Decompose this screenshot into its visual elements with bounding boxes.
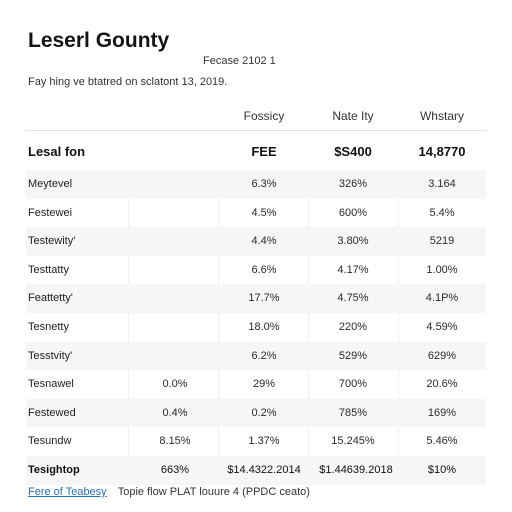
row-whstary: 5.4%: [429, 206, 455, 219]
row-nate-ity: 3.80%: [337, 235, 369, 248]
table-row-total: Tesightop 663% $14.4322.2014 $1.44639.20…: [26, 455, 486, 485]
row-fossicy: 29%: [252, 378, 276, 391]
page-label: Fecase 2102 1: [203, 55, 276, 67]
table-header-nate-ity: Nate Ity: [332, 109, 374, 123]
row-nate-ity: 326%: [338, 178, 368, 190]
row-whstary: 20.6%: [426, 378, 458, 391]
row-fossicy: 4.4%: [251, 235, 277, 248]
row-whstary: 5.46%: [426, 435, 458, 448]
row-label: Festewei: [28, 206, 73, 219]
summary-fossicy: FEE: [251, 144, 277, 159]
table-header-fossicy: Fossicy: [243, 109, 285, 123]
table-row: Tesnetty 18.0% 220% 4.59%: [26, 313, 486, 342]
row-fossicy: 17.7%: [248, 292, 280, 305]
column-divider: [308, 170, 309, 456]
row-whstary: 4.1P%: [425, 292, 459, 305]
row-fossicy: 6.3%: [251, 178, 277, 190]
row-nate-ity: $1.44639.2018: [319, 463, 393, 476]
row-fossicy: 6.6%: [251, 263, 277, 276]
row-fossicy: 4.5%: [251, 206, 277, 219]
footer-note: Topie flow PLAT louure 4 (PPDC ceato): [117, 486, 310, 498]
summary-label: Lesal fon: [28, 144, 86, 159]
row-label: Tesstvity': [28, 349, 73, 362]
row-pre: 663%: [160, 463, 190, 476]
header-divider: [26, 130, 486, 131]
row-fossicy: 1.37%: [248, 435, 280, 448]
table-header-whstary: Whstary: [419, 109, 464, 123]
row-label: Tesnetty: [28, 320, 69, 333]
row-nate-ity: 529%: [338, 349, 368, 362]
table-row: Tesstvity' 6.2% 529% 629%: [26, 341, 486, 371]
row-fossicy: 18.0%: [248, 320, 280, 333]
row-label: Meytevel: [28, 178, 73, 190]
row-nate-ity: 700%: [338, 378, 368, 391]
footer-link[interactable]: Fere of Teabesy: [28, 486, 107, 498]
table-row: Tesnawel 0.0% 29% 700% 20.6%: [26, 370, 486, 399]
data-table: Meytevel 6.3% 326% 3.164 Festewei 4.5% 6…: [26, 170, 486, 485]
footer: Fere of Teabesy Topie flow PLAT louure 4…: [28, 486, 310, 498]
row-pre: 0.4%: [162, 406, 188, 419]
table-row: Testtatty 6.6% 4.17% 1.00%: [26, 256, 486, 285]
row-pre: 0.0%: [162, 378, 188, 391]
row-pre: 8.15%: [159, 435, 191, 448]
table-row: Testewity' 4.4% 3.80% 5219: [26, 227, 486, 256]
row-nate-ity: 220%: [338, 320, 368, 333]
summary-nate-ity: $S400: [334, 144, 372, 159]
table-row: Festewed 0.4% 0.2% 785% 169%: [26, 398, 486, 428]
row-fossicy: 6.2%: [251, 349, 277, 362]
table-row: Tesundw 8.15% 1.37% 15.245% 5.46%: [26, 427, 486, 456]
row-label: Tesightop: [28, 463, 80, 476]
document-title: Leserl Gounty: [28, 29, 170, 52]
summary-whstary: 14,8770: [418, 144, 466, 159]
row-nate-ity: 4.75%: [337, 292, 369, 305]
row-label: Testewity': [28, 235, 76, 248]
row-whstary: 169%: [427, 406, 457, 419]
table-row: Feattetty' 17.7% 4.75% 4.1P%: [26, 284, 486, 313]
row-label: Tesnawel: [28, 378, 74, 391]
row-label: Feattetty': [28, 292, 73, 305]
row-whstary: 3.164: [428, 178, 456, 190]
row-fossicy: 0.2%: [251, 406, 277, 419]
document-subtitle: Fay hing ve btatred on sclatont 13, 2019…: [28, 76, 228, 88]
row-label: Festewed: [28, 406, 76, 419]
column-divider: [218, 170, 219, 456]
row-whstary: $10%: [427, 463, 457, 476]
row-nate-ity: 4.17%: [337, 263, 369, 276]
row-nate-ity: 785%: [338, 406, 368, 419]
row-whstary: 1.00%: [426, 263, 458, 276]
row-whstary: 629%: [427, 349, 457, 362]
column-divider: [128, 170, 129, 456]
table-row: Festewei 4.5% 600% 5.4%: [26, 199, 486, 228]
row-label: Testtatty: [28, 263, 69, 276]
summary-row: Lesal fon FEE $S400 14,8770: [0, 142, 512, 162]
column-divider: [398, 170, 399, 456]
row-whstary: 4.59%: [426, 320, 458, 333]
table-row: Meytevel 6.3% 326% 3.164: [26, 170, 486, 199]
row-whstary: 5219: [429, 235, 455, 248]
row-nate-ity: 600%: [338, 206, 368, 219]
row-fossicy: $14.4322.2014: [227, 463, 301, 476]
row-label: Tesundw: [28, 435, 72, 448]
row-nate-ity: 15.245%: [331, 435, 375, 448]
